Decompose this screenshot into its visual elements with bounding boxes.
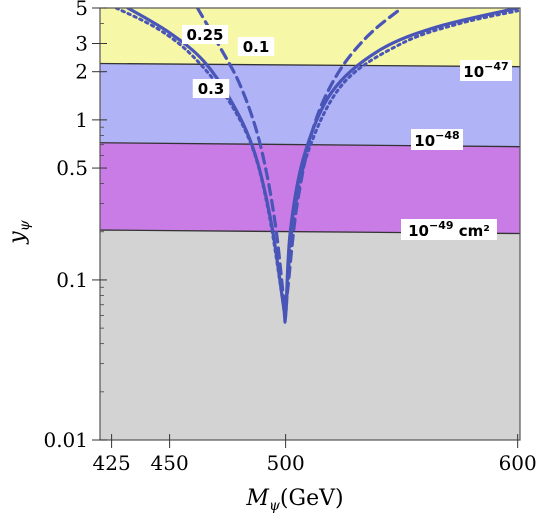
contour-labels-layer: 0.25 0.1 0.3 10−47 10−48 10−49 cm² (182, 25, 512, 240)
y-tick-label-0: 0.01 (43, 428, 88, 452)
contour-label-bg-2 (192, 79, 230, 98)
contour-label-1: 0.1 (243, 38, 270, 56)
band-label-bg-2 (401, 219, 497, 240)
x-tick-label-3: 600 (499, 451, 537, 475)
contour-label-bg-0 (182, 25, 228, 44)
band-boundary-0 (100, 62, 520, 68)
band-label-bg-0 (460, 60, 512, 81)
band-0 (100, 8, 520, 67)
series-0_1 (195, 8, 404, 312)
contour-label-bg-1 (237, 37, 275, 56)
band-label-bg-1 (411, 129, 463, 150)
ticks-layer: 425 450 500 600 0.01 0.1 0.5 1 2 3 5 (43, 0, 536, 475)
band-3 (100, 230, 520, 440)
y-tick-label-3: 1 (75, 108, 88, 132)
plot-frame (99, 7, 521, 441)
y-tick-label-1: 0.1 (56, 268, 88, 292)
band-label-1: 10−48 (414, 129, 459, 150)
y-tick-label-5: 3 (75, 32, 88, 56)
y-tick-label-4: 2 (75, 60, 88, 84)
series-layer (114, 8, 520, 324)
series-0_25 (114, 8, 520, 324)
x-tick-label-2: 500 (267, 451, 305, 475)
band-label-0: 10−47 (463, 60, 508, 81)
x-tick-label-0: 425 (93, 451, 131, 475)
y-tick-label-6: 5 (75, 0, 88, 20)
contour-label-0: 0.25 (186, 26, 223, 44)
x-axis-title: Mψ(GeV) (245, 486, 343, 514)
x-tick-label-1: 450 (151, 451, 189, 475)
band-label-2: 10−49 cm² (408, 219, 490, 240)
y-tick-label-2: 0.5 (56, 156, 88, 180)
contour-label-2: 0.3 (198, 80, 225, 98)
y-axis-title: yψ (5, 219, 33, 244)
band-2 (100, 142, 520, 234)
